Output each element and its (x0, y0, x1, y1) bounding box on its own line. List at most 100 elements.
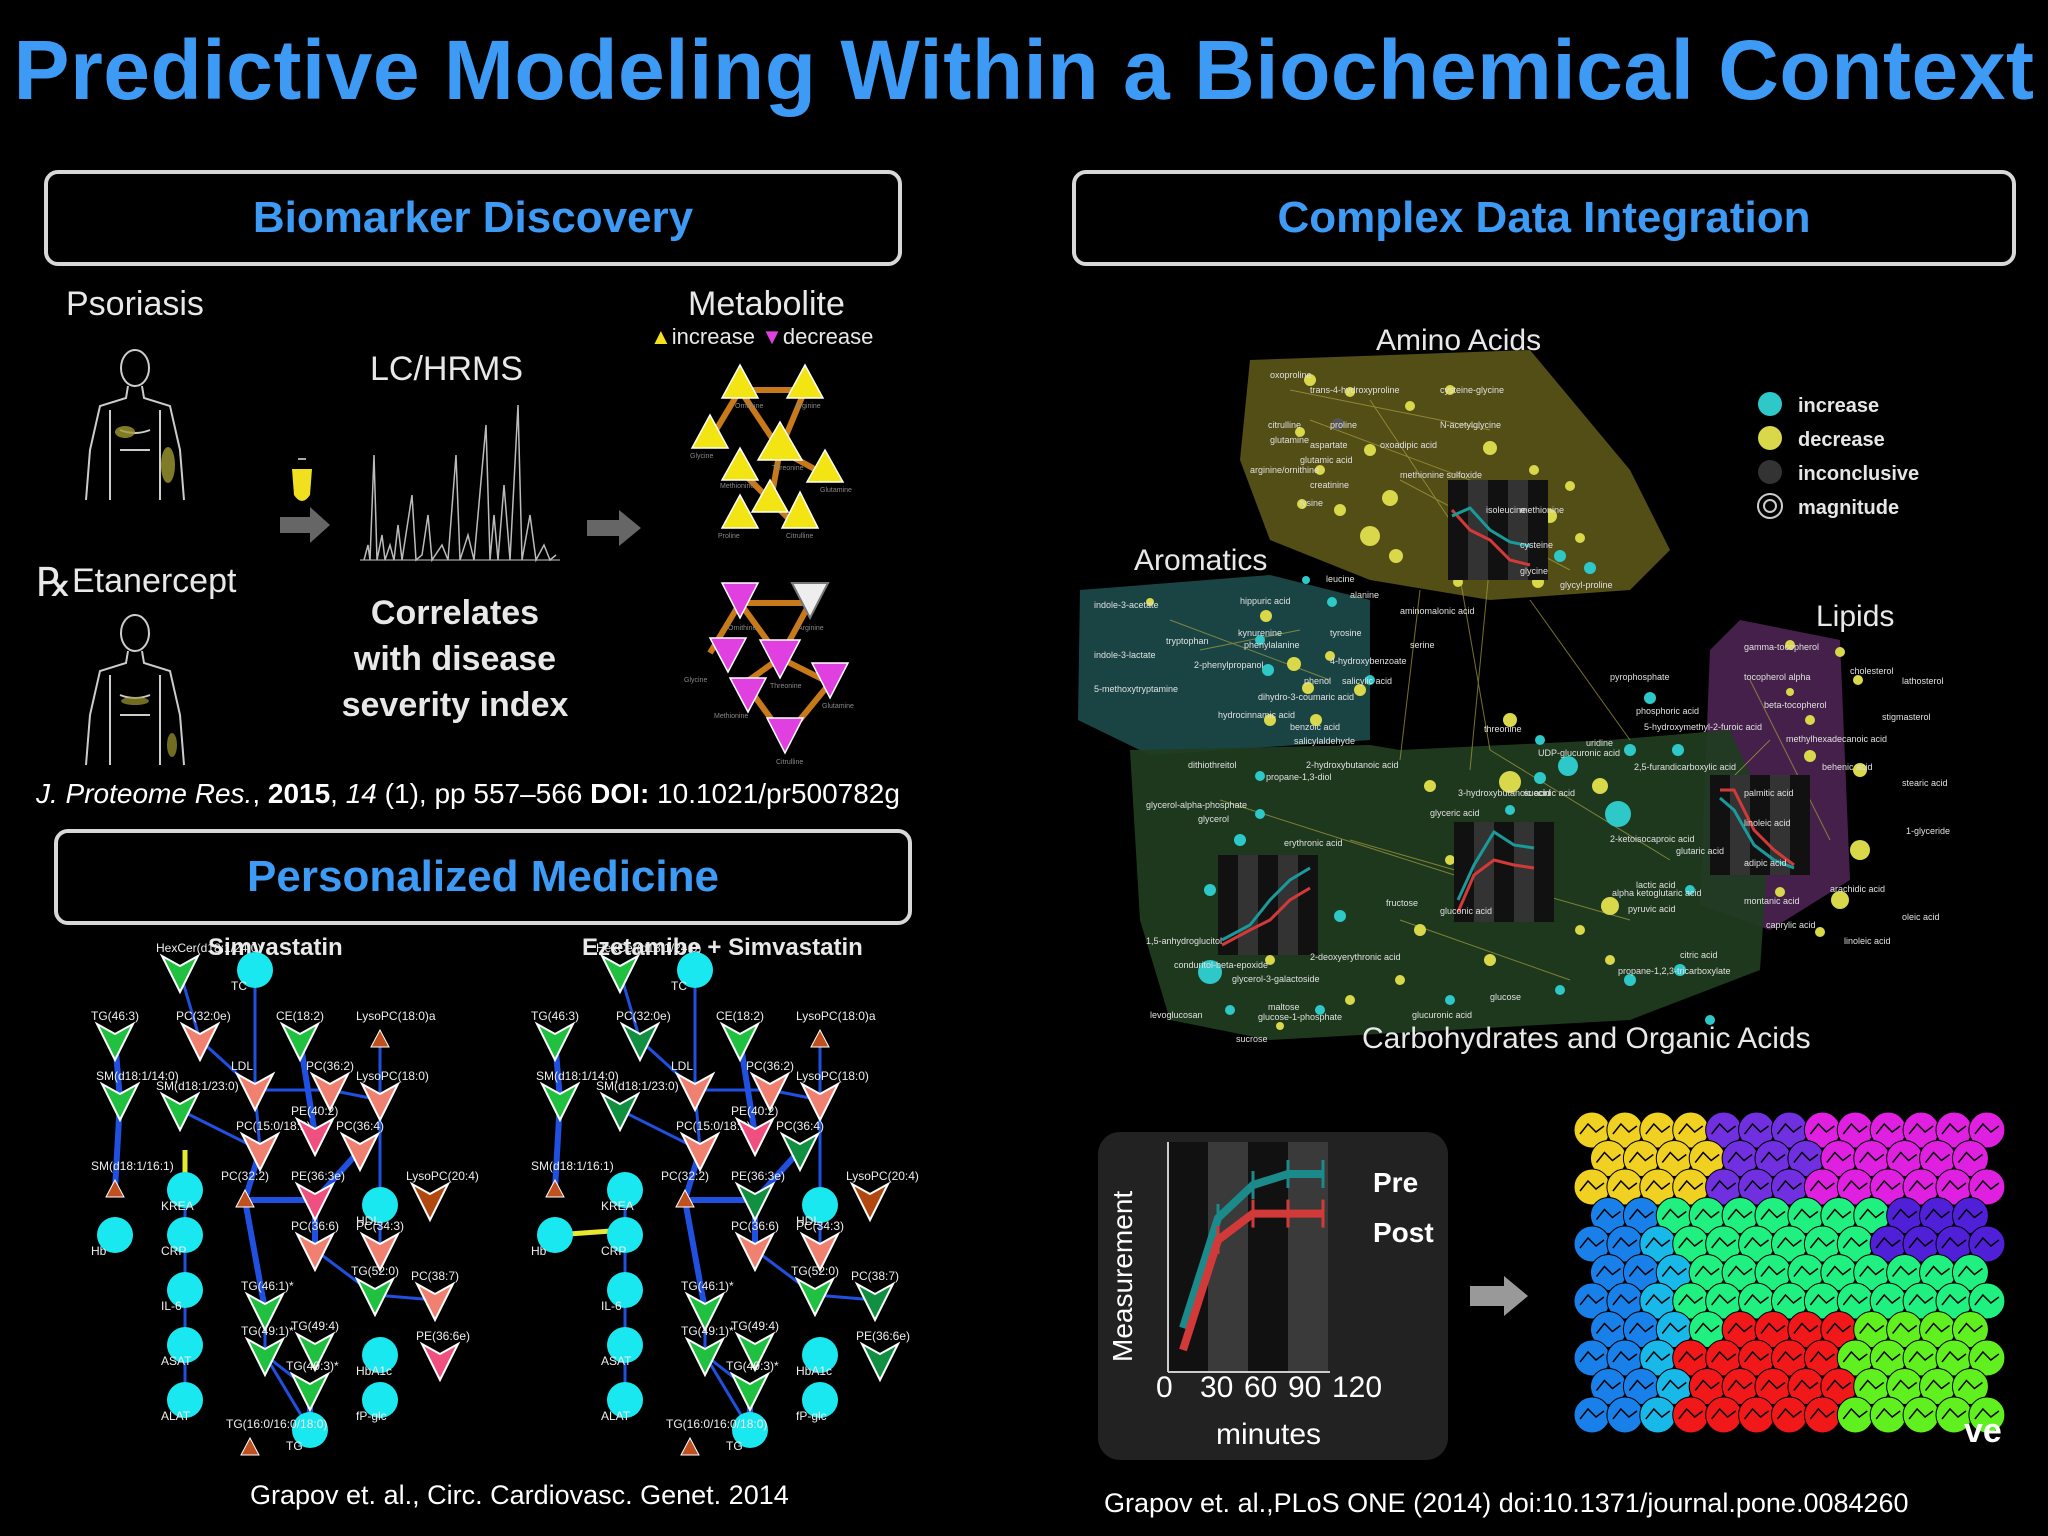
som-node-profile (1809, 1122, 1835, 1135)
pm-node-label: TG(16:0/16:0/18:0) (666, 1417, 767, 1431)
som-node-profile (1727, 1265, 1753, 1277)
som-node-profile (1760, 1208, 1786, 1220)
timecourse-chart: Pre Post Measurement 0 30 60 90 120 minutes (1107, 1142, 1434, 1451)
som-node (1836, 1396, 1874, 1434)
som-node-profile (1661, 1379, 1687, 1391)
som-node-profile (1579, 1236, 1605, 1249)
som-node-profile (1974, 1293, 2000, 1306)
node-label: gluconic acid (1440, 906, 1493, 916)
node-label-glycine: Glycine (690, 453, 713, 460)
x-tick-label: 90 (1288, 1371, 1321, 1404)
som-node-profile (1628, 1379, 1654, 1391)
mini-plot-carbs-1 (1218, 855, 1318, 955)
som-node-profile (1809, 1179, 1835, 1192)
som-node-profile (1776, 1293, 1802, 1306)
pm-node (539, 1081, 581, 1123)
pm-node-label: PC(36:6) (731, 1219, 779, 1233)
som-node (1968, 1396, 2006, 1434)
som-node-profile (1595, 1265, 1621, 1277)
som-node-profile (1776, 1350, 1802, 1363)
som-node-profile (1711, 1407, 1737, 1420)
pm-node-label: TG(49:3)* (286, 1359, 339, 1373)
node-label: oxoproline (1270, 370, 1312, 380)
som-node-profile (1678, 1122, 1704, 1135)
node-label: benzoic acid (1290, 722, 1341, 732)
pm-node (732, 1412, 768, 1448)
som-node (1968, 1339, 2006, 1377)
pm-node (810, 1028, 830, 1048)
pm-node-label: PE(36:3e) (291, 1169, 345, 1183)
correlates-text: Correlates with disease severity index (330, 590, 580, 728)
som-node-profile (1826, 1322, 1852, 1334)
pm-node (677, 952, 713, 988)
node-label: hydrocinnamic acid (1218, 710, 1296, 720)
som-node-profile (1612, 1236, 1638, 1249)
node-label: dihydro-3-coumaric acid (1258, 692, 1355, 702)
pm-node (359, 1231, 401, 1273)
node-label: aminomalonic acid (1400, 606, 1475, 616)
node-label-methionine: Methionine (720, 483, 754, 490)
integration-citation: Grapov et. al.,PLoS ONE (2014) doi:10.13… (1104, 1488, 1909, 1518)
som-node-profile (1711, 1179, 1737, 1192)
pm-node (849, 1181, 891, 1223)
node-label: stearic acid (1902, 778, 1948, 788)
pm-node-label: PC(15:0/18:2) (236, 1119, 311, 1133)
som-node-profile (1892, 1208, 1918, 1220)
pm-node-label: TG(16:0/16:0/18:0) (226, 1417, 327, 1431)
pm-node-label: CE(18:2) (716, 1009, 764, 1023)
som-node-profile (1892, 1379, 1918, 1391)
pm-node-label: IL-6 (161, 1299, 182, 1313)
som-node-profile (1678, 1293, 1704, 1306)
som-node-profile (1924, 1208, 1950, 1220)
som-node-profile (1612, 1407, 1638, 1420)
pm-node (309, 1071, 351, 1113)
pm-node (179, 1021, 221, 1063)
correlates-line-1: Correlates (370, 594, 540, 632)
lipids-label: Lipids (1816, 600, 1894, 633)
pm-node-label: ASAT (601, 1354, 632, 1368)
pm-node (607, 1327, 643, 1363)
pm-node-label: PE(40:2) (731, 1104, 778, 1118)
som-node-profile (1859, 1208, 1885, 1220)
pm-node-label: SM(d18:1/23:0) (596, 1079, 679, 1093)
pm-node (240, 1436, 260, 1456)
som-node-profile (1842, 1179, 1868, 1192)
node-label: glucuronic acid (1412, 1010, 1473, 1020)
pm-node (370, 1028, 390, 1048)
som-node-profile (1760, 1265, 1786, 1277)
pm-node (167, 1217, 203, 1253)
amino-acids-label: Amino Acids (1376, 324, 1541, 357)
pm-node (167, 1172, 203, 1208)
som-trailing-text: ve (1964, 1412, 2002, 1450)
complex-data-integration-label: Complex Data Integration (1277, 193, 1811, 242)
som-node-profile (1924, 1265, 1950, 1277)
decrease-legend-label: decrease (782, 324, 874, 349)
pm-node (362, 1382, 398, 1418)
network-edge (682, 1199, 708, 1311)
node-label: palmitic acid (1744, 788, 1794, 798)
som-node-profile (1875, 1179, 1901, 1192)
som-node-profile (1727, 1151, 1753, 1163)
legend-post: Post (1373, 1217, 1434, 1248)
som-node (1968, 1225, 2006, 1263)
x-tick-label: 120 (1332, 1371, 1382, 1404)
pm-node-label: ASAT (161, 1354, 192, 1368)
node-label: creatinine (1310, 480, 1350, 490)
node-label: trans-4-hydroxyproline (1310, 385, 1400, 395)
metabolite-legend: ▲increase ▼decrease (650, 324, 873, 350)
pm-node (237, 952, 273, 988)
som-node (1968, 1168, 2006, 1206)
pm-node-label: PC(36:2) (746, 1059, 794, 1073)
pm-node (599, 1091, 641, 1133)
node-label: lathosterol (1902, 676, 1944, 686)
som-node-profile (1694, 1151, 1720, 1163)
node-label: erythronic acid (1284, 838, 1343, 848)
personalized-medicine-header: Personalized Medicine (54, 829, 912, 925)
pm-node (675, 1188, 695, 1208)
pm-node (159, 1091, 201, 1133)
pm-node-label: PE(40:2) (291, 1104, 338, 1118)
node-label: salicylaldehyde (1294, 736, 1356, 746)
pm-node-label: TC (231, 979, 247, 993)
node-label: citrulline (1268, 420, 1302, 430)
pm-node-label: PC(32:0e) (176, 1009, 231, 1023)
